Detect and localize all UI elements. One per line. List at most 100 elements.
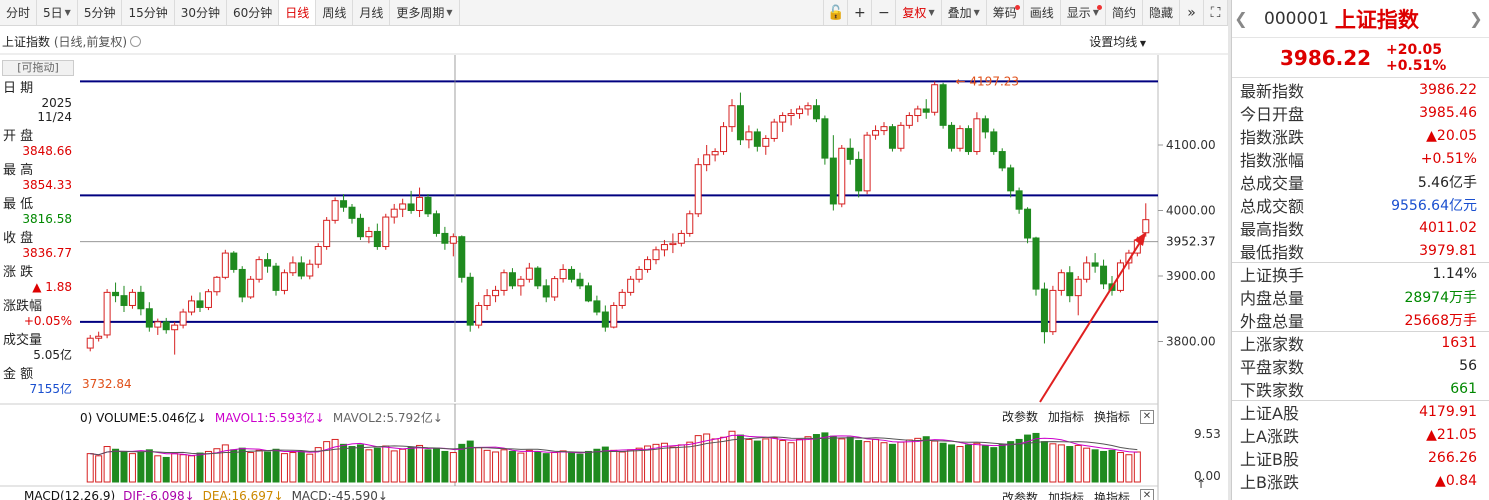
zoom-out-icon[interactable]: − (872, 0, 897, 25)
macd-switch-indicator-button[interactable]: 换指标 (1093, 491, 1130, 500)
tool-label: 画线 (1029, 6, 1054, 20)
tool-5[interactable]: 简约 (1106, 0, 1143, 25)
volume-bar (796, 438, 804, 483)
volume-bar (348, 446, 356, 483)
candle-body (1007, 167, 1015, 192)
volume-bar (179, 454, 187, 483)
ma-setting-button[interactable]: 设置均线 ▼ (1089, 33, 1146, 50)
candle-body (618, 291, 626, 306)
macd-add-indicator-button[interactable]: 加指标 (1047, 491, 1084, 500)
lock-icon[interactable]: 🔓 (824, 0, 849, 25)
chevron-right-icon[interactable]: ❯ (1469, 9, 1483, 28)
tool-1[interactable]: 叠加 ▼ (942, 0, 987, 25)
gear-icon[interactable] (130, 36, 142, 47)
volume-label: 成交量 (3, 333, 43, 348)
candle-body (255, 259, 263, 280)
macd-edit-params-button[interactable]: 改参数 (1001, 491, 1038, 500)
quote-row-label: 最新指数 (1240, 81, 1305, 101)
chevron-down-icon: ▼ (446, 8, 453, 17)
period-9[interactable]: 更多周期 ▼ (390, 0, 460, 25)
candle-body (188, 300, 196, 313)
candle-body (449, 236, 457, 244)
close-icon[interactable]: ✕ (1140, 489, 1154, 500)
y-tick-label: 3800.00 (1166, 335, 1216, 349)
tool-0[interactable]: 复权 ▼ (896, 0, 942, 25)
period-label: 60分钟 (233, 6, 273, 20)
tool-6[interactable]: 隐藏 (1143, 0, 1180, 25)
candle-body (348, 206, 356, 219)
volume-bar (407, 446, 415, 483)
period-label: 15分钟 (128, 6, 168, 20)
tool-label: 隐藏 (1148, 6, 1173, 20)
tool-label: 筹码 (992, 6, 1017, 20)
volume-bar (255, 449, 263, 483)
edit-params-button[interactable]: 改参数 (1001, 410, 1038, 424)
period-8[interactable]: 月线 (353, 0, 391, 25)
close-icon[interactable]: ✕ (1140, 409, 1154, 424)
fullscreen-icon[interactable]: ⛶ (1204, 0, 1228, 25)
volume-bar (863, 441, 871, 483)
tool-2[interactable]: 筹码 (987, 0, 1024, 25)
volume-bar (559, 450, 567, 483)
volume-bar (576, 453, 584, 483)
volume-bar (703, 433, 711, 483)
zoom-in-icon[interactable]: + (848, 0, 873, 25)
volume-bar (981, 445, 989, 483)
period-2[interactable]: 5分钟 (78, 0, 123, 25)
period-6[interactable]: 日线 (279, 0, 317, 25)
volume-bar (652, 443, 660, 483)
candle-body (914, 108, 922, 117)
volume-bar (272, 448, 280, 483)
candle-body (1066, 272, 1074, 297)
quote-row-label: 指数涨跌 (1240, 127, 1305, 147)
low-marker: 3732.84 (82, 377, 132, 391)
switch-indicator-button[interactable]: 换指标 (1093, 410, 1130, 424)
volume-bar (618, 451, 626, 483)
candle-body (137, 291, 145, 310)
period-0[interactable]: 分时 (0, 0, 38, 25)
candle-body (855, 158, 863, 192)
double-chevron-right-icon[interactable]: » (1180, 0, 1204, 25)
candle-body (340, 200, 348, 208)
volume-bar (475, 447, 483, 483)
candle-body (525, 267, 533, 280)
quote-row-label: 最高指数 (1240, 219, 1305, 239)
period-7[interactable]: 周线 (316, 0, 354, 25)
period-1[interactable]: 5日 ▼ (37, 0, 78, 25)
quote-row: 上A涨跌 ▲21.05 (1232, 423, 1489, 446)
close-label: 收 盘 (3, 231, 34, 246)
volume-bar (1108, 449, 1116, 483)
period-4[interactable]: 30分钟 (175, 0, 228, 25)
high-value: 3854.33 (22, 178, 72, 192)
quote-rows: 最新指数 3986.22 今日开盘 3985.46 指数涨跌 ▲20.05 指数涨幅 +0.5… (1232, 78, 1489, 492)
candle-body (280, 272, 288, 291)
period-5[interactable]: 60分钟 (227, 0, 280, 25)
quote-row-label: 上B涨跌 (1240, 472, 1299, 492)
tool-3[interactable]: 画线 (1024, 0, 1061, 25)
candle-body (458, 236, 466, 278)
volume-bar (897, 441, 905, 483)
panel-splitter[interactable] (1228, 0, 1231, 500)
chart-svg[interactable]: 4100.00 4000.00 3900.00 3800.00 3952.37 ← 419… (0, 0, 1228, 500)
candle-body (416, 196, 424, 211)
tool-4[interactable]: 显示 ▼ (1061, 0, 1106, 25)
quote-row-value: 28974万手 (1404, 289, 1477, 306)
volume-bar (238, 447, 246, 483)
quote-row: 上证换手 1.14% (1232, 262, 1489, 285)
volume-bar (204, 450, 212, 483)
volume-bar (382, 445, 390, 483)
chevron-left-icon[interactable]: ❮ (1234, 9, 1248, 28)
quote-row-label: 内盘总量 (1240, 288, 1305, 308)
drag-handle[interactable]: [可拖动] (2, 60, 74, 76)
candle-body (829, 157, 837, 205)
period-3[interactable]: 15分钟 (122, 0, 175, 25)
quote-header: ❮ 000001 上证指数 ❯ (1232, 0, 1489, 38)
candle-body (331, 200, 339, 221)
candle-body (213, 276, 221, 293)
volume-bar (103, 446, 111, 483)
volume-bar (880, 442, 888, 483)
add-indicator-button[interactable]: 加指标 (1047, 410, 1084, 424)
candle-body (171, 324, 179, 331)
high-marker: ← 4197.23 (956, 74, 1020, 88)
